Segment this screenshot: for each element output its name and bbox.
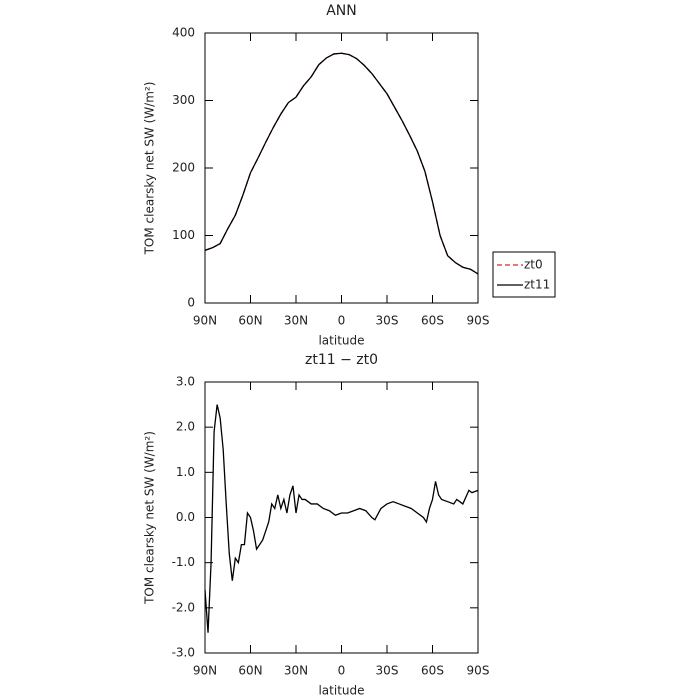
x-axis-label: latitude <box>318 334 364 348</box>
chart-title: zt11 − zt0 <box>305 352 378 368</box>
legend-label: zt0 <box>524 258 543 272</box>
x-axis-label: latitude <box>318 684 364 698</box>
chart-title: ANN <box>326 3 357 19</box>
x-tick-label: 60N <box>238 314 262 328</box>
y-tick-label: 2.0 <box>176 420 195 434</box>
y-tick-label: 300 <box>172 93 195 107</box>
y-tick-label: 100 <box>172 228 195 242</box>
y-tick-label: -3.0 <box>172 646 195 660</box>
y-tick-label: 200 <box>172 161 195 175</box>
y-axis-label: TOM clearsky net SW (W/m²) <box>143 82 157 256</box>
data-line <box>204 52 479 275</box>
y-tick-label: 400 <box>172 26 195 40</box>
legend-box <box>492 251 556 298</box>
x-tick-label: 90N <box>193 314 217 328</box>
y-axis-label: TOM clearsky net SW (W/m²) <box>143 431 157 605</box>
x-tick-label: 60N <box>238 664 262 678</box>
plot-frame <box>204 32 479 304</box>
y-tick-label: -2.0 <box>172 600 195 614</box>
x-tick-label: 60S <box>421 314 444 328</box>
x-tick-label: 0 <box>338 314 346 328</box>
x-tick-label: 90S <box>467 664 490 678</box>
y-tick-label: 0.0 <box>176 510 195 524</box>
x-tick-label: 90N <box>193 664 217 678</box>
x-tick-label: 30N <box>284 314 308 328</box>
x-tick-label: 60S <box>421 664 444 678</box>
legend-label: zt11 <box>524 278 550 292</box>
x-tick-label: 90S <box>467 314 490 328</box>
x-tick-label: 30S <box>376 314 399 328</box>
y-tick-label: -1.0 <box>172 555 195 569</box>
data-line <box>204 52 479 275</box>
data-line <box>204 404 479 633</box>
x-tick-label: 0 <box>338 664 346 678</box>
x-tick-label: 30S <box>376 664 399 678</box>
y-tick-label: 0 <box>187 296 195 310</box>
y-tick-label: 3.0 <box>176 375 195 389</box>
plot-frame <box>204 381 479 654</box>
x-tick-label: 30N <box>284 664 308 678</box>
y-tick-label: 1.0 <box>176 465 195 479</box>
